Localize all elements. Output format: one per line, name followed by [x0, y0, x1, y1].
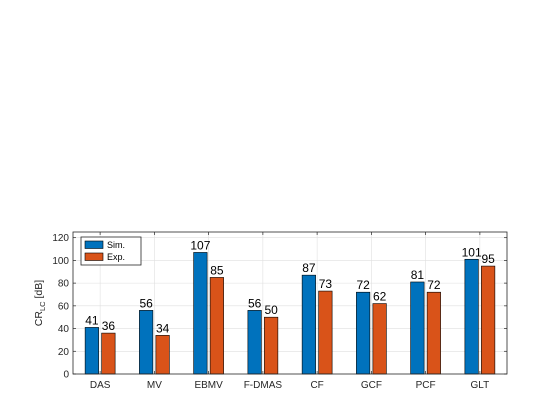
y-axis-label: CRLC [dB] — [33, 280, 47, 326]
y-axis-label-subscript: LC — [38, 301, 47, 311]
bar-sim — [464, 258, 479, 375]
bar-exp — [155, 335, 170, 375]
bar-exp — [264, 316, 279, 375]
x-axis-ticks: DAS MV EBMV F-DMAS CF GCF PCF GLT — [90, 232, 489, 391]
y-tick-label: 0 — [63, 370, 69, 381]
data-label: 85 — [210, 263, 224, 277]
data-label: 50 — [264, 303, 278, 317]
bar-sim — [410, 281, 425, 375]
bar-sim — [301, 274, 316, 375]
y-axis-label-unit: [dB] — [33, 280, 45, 302]
data-label: 56 — [139, 296, 153, 310]
legend: Sim. Exp. — [80, 236, 142, 266]
data-label: 36 — [102, 319, 116, 333]
x-tick-label: DAS — [90, 380, 111, 391]
y-tick-label: 100 — [52, 256, 69, 267]
y-tick-label: 80 — [58, 279, 70, 290]
data-label: 41 — [85, 313, 99, 327]
y-tick-label: 40 — [58, 324, 70, 335]
data-label: 87 — [302, 261, 316, 275]
data-label: 72 — [427, 278, 441, 292]
plot-frame — [72, 231, 508, 375]
data-label: 73 — [319, 277, 333, 291]
data-label: 81 — [411, 268, 425, 282]
data-label: 95 — [481, 252, 495, 266]
bar-exp — [481, 265, 496, 375]
bar-exp — [101, 332, 116, 375]
y-axis-label-main: CR — [33, 311, 45, 327]
bar-sim — [193, 252, 208, 375]
y-tick-label: 120 — [52, 233, 69, 244]
x-tick-label: EBMV — [194, 380, 223, 391]
x-tick-label: PCF — [416, 380, 436, 391]
bar-sim — [356, 291, 371, 375]
data-label: 34 — [156, 321, 170, 335]
bar-sim — [247, 310, 262, 375]
data-label: 107 — [190, 238, 210, 252]
bar-sim — [84, 327, 99, 375]
legend-swatch-exp — [84, 252, 104, 261]
x-tick-label: MV — [147, 380, 162, 391]
legend-label-sim: Sim. — [107, 240, 125, 250]
y-tick-label: 60 — [58, 301, 70, 312]
y-tick-label: 20 — [58, 347, 70, 358]
data-label: 101 — [462, 245, 482, 259]
x-tick-label: CF — [310, 380, 323, 391]
bar-sim — [139, 310, 154, 375]
data-label: 72 — [356, 278, 370, 292]
bar-exp — [318, 290, 333, 375]
legend-swatch-sim — [84, 240, 104, 249]
x-tick-label: GLT — [471, 380, 490, 391]
legend-label-exp: Exp. — [107, 252, 125, 262]
data-label: 62 — [373, 290, 387, 304]
bar-exp — [372, 303, 387, 375]
x-tick-label: F-DMAS — [244, 380, 283, 391]
y-axis-ticks: 0 20 40 60 80 100 120 — [52, 233, 507, 381]
data-label: 56 — [248, 296, 262, 310]
bar-exp — [426, 291, 441, 375]
bar-exp — [209, 277, 224, 375]
x-tick-label: GCF — [361, 380, 382, 391]
